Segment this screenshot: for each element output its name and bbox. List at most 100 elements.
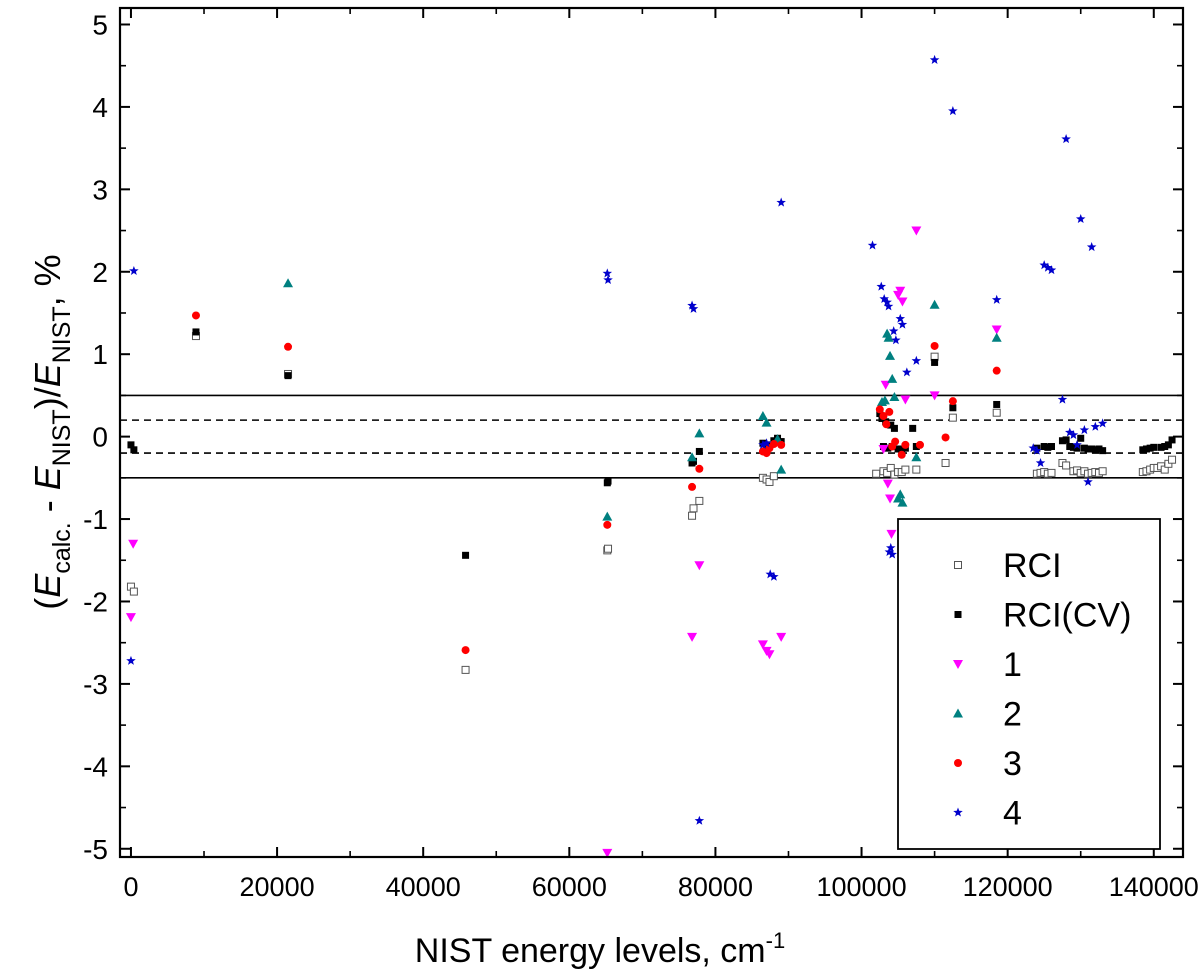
- data-point: [909, 424, 917, 432]
- data-point: [879, 293, 889, 304]
- data-point: [192, 328, 200, 336]
- legend: RCI RCI(CV) 1 2 3 4: [897, 518, 1161, 850]
- y-axis-label-part: NIST: [48, 306, 76, 363]
- data-point: [1088, 445, 1096, 453]
- data-point: [897, 297, 908, 307]
- data-point: [1032, 445, 1042, 455]
- axes: 0 20000 40000 60000 80000 100000 120000 140000 5…: [83, 6, 1199, 902]
- data-point: [901, 440, 910, 449]
- y-axis-label-part: )/: [27, 387, 68, 409]
- data-point: [891, 437, 900, 446]
- legend-item: 4: [953, 795, 1022, 833]
- data-point: [1095, 445, 1103, 453]
- y-axis-label-part: E: [27, 465, 68, 490]
- legend-item: RCI(CV): [954, 597, 1131, 635]
- data-point: [461, 646, 470, 655]
- data-point: [991, 325, 1002, 335]
- data-point: [769, 440, 778, 449]
- data-point: [764, 650, 775, 660]
- x-tick-label: 60000: [532, 872, 607, 902]
- data-point: [1072, 439, 1082, 449]
- data-point: [884, 547, 895, 557]
- data-point: [129, 265, 139, 275]
- y-tick-label: 4: [92, 92, 108, 123]
- data-point: [867, 240, 878, 250]
- legend-label: 1: [1003, 646, 1022, 684]
- data-point: [887, 421, 895, 429]
- data-point: [1068, 429, 1079, 440]
- data-point: [1157, 443, 1165, 451]
- data-point: [930, 341, 939, 350]
- y-tick-label: -3: [83, 669, 108, 700]
- data-point: [757, 640, 768, 650]
- data-point: [602, 511, 613, 521]
- data-point: [125, 613, 136, 623]
- y-axis-label-part: E: [27, 573, 68, 598]
- data-point: [694, 561, 705, 571]
- data-point: [695, 496, 704, 505]
- legend-label: 3: [1003, 745, 1022, 783]
- data-point: [911, 452, 922, 462]
- data-point: [126, 655, 136, 665]
- legend-item: 1: [953, 646, 1022, 684]
- data-point: [687, 300, 697, 310]
- data-point: [1057, 394, 1068, 404]
- data-point: [886, 529, 897, 539]
- data-point: [886, 463, 895, 472]
- data-point: [912, 465, 921, 474]
- data-point: [765, 569, 775, 579]
- data-point: [949, 404, 957, 412]
- data-point: [1073, 444, 1081, 452]
- legend-label: 4: [1003, 795, 1022, 833]
- data-point: [602, 268, 613, 278]
- data-point: [695, 464, 704, 473]
- data-point: [884, 444, 892, 452]
- y-axis-label-part: (: [27, 598, 68, 610]
- y-axis-label-part: -: [27, 490, 68, 522]
- data-point: [895, 286, 906, 296]
- y-tick-label: -5: [83, 834, 108, 865]
- data-point: [1040, 443, 1048, 451]
- data-point: [602, 848, 613, 858]
- x-tick-label: 100000: [816, 872, 906, 902]
- plot-frame: [118, 6, 1185, 859]
- data-point: [777, 440, 786, 449]
- data-point: [1062, 436, 1070, 444]
- y-tick-label: 0: [92, 422, 108, 453]
- x-tick-label: 0: [123, 872, 138, 902]
- data-point: [462, 551, 470, 559]
- data-point: [1035, 458, 1046, 468]
- data-point: [128, 539, 139, 549]
- data-point: [765, 477, 774, 486]
- legend-label: 2: [1003, 696, 1022, 734]
- data-point: [1164, 441, 1172, 449]
- data-point: [1065, 427, 1075, 437]
- data-point: [992, 366, 1001, 375]
- legend-marker: [953, 708, 963, 718]
- data-point: [885, 350, 896, 360]
- data-point: [915, 440, 924, 449]
- data-point: [687, 452, 698, 462]
- data-points: [125, 54, 1177, 858]
- data-point: [888, 326, 899, 336]
- data-point: [872, 469, 881, 478]
- data-point: [1139, 446, 1147, 454]
- data-point: [991, 332, 1002, 342]
- data-point: [694, 428, 705, 438]
- data-point: [1046, 265, 1057, 275]
- data-point: [895, 313, 906, 323]
- data-point: [1097, 418, 1108, 428]
- data-point: [929, 299, 940, 309]
- data-point: [880, 380, 891, 390]
- data-point: [604, 544, 613, 553]
- data-point: [912, 443, 920, 451]
- data-point: [1028, 443, 1038, 453]
- data-point: [687, 632, 698, 642]
- data-point: [876, 281, 887, 291]
- data-point: [690, 457, 698, 465]
- data-point: [898, 446, 906, 454]
- series-3: [191, 311, 1001, 655]
- x-tick-label: 40000: [386, 872, 461, 902]
- data-point: [688, 482, 697, 491]
- y-axis-label: (Ecalc. - ENIST)/ENIST, %: [27, 254, 76, 609]
